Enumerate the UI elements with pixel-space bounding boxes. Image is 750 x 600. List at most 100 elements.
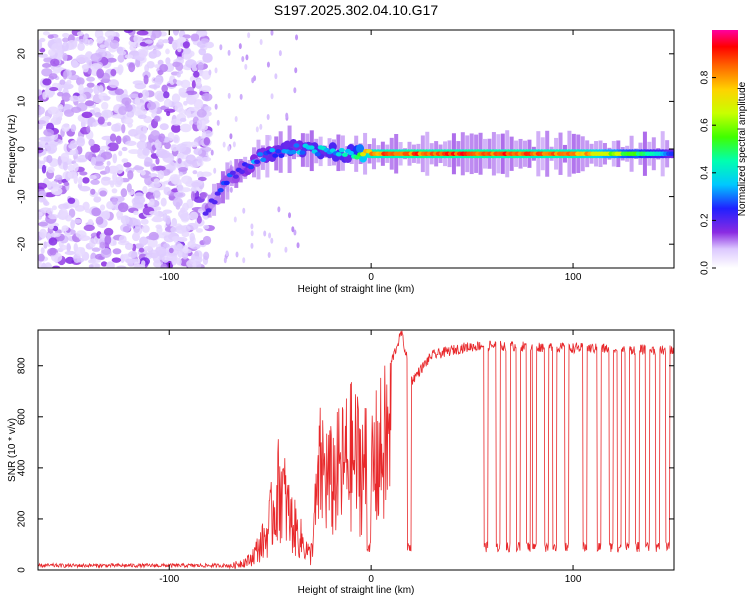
spectrogram-noise xyxy=(62,32,70,38)
spectrogram-noise xyxy=(101,176,111,181)
spectrogram-noise xyxy=(68,208,76,218)
spectrogram-noise xyxy=(65,256,75,264)
spectrogram-noise xyxy=(167,131,175,141)
spectrogram-noise xyxy=(219,44,223,51)
spectrogram-noise xyxy=(222,141,226,148)
spectrogram-noise xyxy=(111,123,121,132)
spectrogram-ridge-core xyxy=(668,151,674,156)
spectrogram-noise xyxy=(183,100,188,106)
spectrogram-noise xyxy=(197,158,202,164)
spectrogram-noise xyxy=(66,79,72,85)
spectrogram-noise xyxy=(152,165,164,171)
spectrogram-noise xyxy=(244,63,248,70)
spectrogram-noise xyxy=(163,98,172,108)
spectrogram-noise xyxy=(82,63,89,73)
snr-frame xyxy=(37,329,675,571)
spectrogram-noise xyxy=(160,263,168,268)
snr-x-ticks: -100 0 100 xyxy=(159,330,582,585)
spectrogram-noise xyxy=(96,68,105,79)
spectrogram-noise xyxy=(134,97,141,105)
spectrogram-noise xyxy=(203,224,210,230)
spectrogram-noise xyxy=(140,260,146,267)
spectrogram-noise xyxy=(62,103,71,110)
spectrogram-noise xyxy=(247,32,251,39)
spectrogram-ridge-core xyxy=(338,148,345,153)
spectrogram-noise xyxy=(38,259,42,268)
spectrogram-noise xyxy=(107,35,114,41)
spectrogram-noise xyxy=(147,237,158,248)
spectrogram-noise xyxy=(61,92,71,102)
spectrogram-noise xyxy=(204,105,212,112)
spectrogram-noise xyxy=(77,95,84,101)
spectrogram-noise xyxy=(179,91,189,98)
spectrogram-noise xyxy=(126,183,132,193)
spectrogram-noise xyxy=(235,251,239,258)
spectrogram-noise xyxy=(41,164,47,174)
spectrogram-noise xyxy=(152,215,162,222)
spectrogram-noise xyxy=(62,161,68,171)
spectrogram-noise xyxy=(154,115,161,122)
spectrogram-noise xyxy=(133,195,146,205)
spectrogram-noise xyxy=(92,122,98,127)
spectrogram-noise xyxy=(82,177,90,184)
spectrogram-noise xyxy=(70,106,82,113)
spectrogram-ridge-core xyxy=(360,151,367,157)
spectrogram-noise xyxy=(96,37,104,44)
spectrogram-ridge-core xyxy=(314,152,321,157)
spectrogram-noise xyxy=(172,30,180,36)
spectrogram-noise xyxy=(51,187,63,196)
spectrogram-noise xyxy=(108,79,119,89)
spectrogram-ridge-core xyxy=(248,164,255,170)
spectrogram-noise xyxy=(293,87,297,94)
spectrogram-noise xyxy=(203,251,210,261)
spectrogram-ridge-core xyxy=(217,187,224,193)
spectrogram-noise xyxy=(137,92,143,99)
spectrogram-noise xyxy=(193,98,204,109)
spectrogram-noise xyxy=(104,165,111,174)
spectrogram-noise xyxy=(121,146,128,152)
spectrogram-noise xyxy=(78,84,84,94)
spectrogram-noise xyxy=(214,103,218,110)
spectrogram-noise xyxy=(284,246,288,253)
spectrogram-noise xyxy=(250,223,254,230)
spectrogram-noise xyxy=(159,64,169,73)
spectrogram-noise xyxy=(178,171,184,177)
spectrogram-noise xyxy=(125,258,137,264)
spectrogram-noise xyxy=(38,53,48,58)
spectrogram-noise xyxy=(60,152,70,162)
spectrogram-noise xyxy=(95,216,104,225)
spectrogram-noise xyxy=(93,156,104,162)
spectrogram-noise xyxy=(38,106,45,116)
spectrogram-ridge-core xyxy=(229,170,236,176)
spectrogram-noise xyxy=(193,70,200,78)
spectrogram-ridge-core xyxy=(232,174,239,179)
spectrogram-noise xyxy=(278,50,282,57)
spectrogram-x-ticks: -100 0 100 xyxy=(159,30,582,283)
spectrogram-noise xyxy=(118,50,127,56)
spectrogram-noise xyxy=(55,117,61,124)
spectrogram-noise xyxy=(52,225,59,232)
colorbar-label: Normalized spectral amplitude xyxy=(737,81,748,216)
spectrogram-noise xyxy=(90,52,102,62)
spectrogram-noise xyxy=(197,135,202,146)
spectrogram-ridge-core xyxy=(308,145,315,150)
spectrogram-noise xyxy=(202,53,213,63)
spectrogram-noise xyxy=(91,207,102,217)
spectrogram-noise xyxy=(129,44,137,52)
spectrogram-noise xyxy=(270,30,274,36)
spectrogram-noise xyxy=(146,60,155,69)
spectrogram-noise xyxy=(204,41,215,49)
spectrogram-noise xyxy=(274,73,278,80)
spectrogram-noise xyxy=(223,257,227,264)
spectrogram-noise xyxy=(79,185,91,192)
spectrogram-noise xyxy=(192,170,198,175)
spectrogram-noise xyxy=(93,196,102,203)
spectrogram-noise xyxy=(200,171,212,177)
spectrogram-ridge xyxy=(356,144,365,154)
spectrogram-noise xyxy=(59,244,68,251)
spectrogram-ridge-core xyxy=(272,153,279,158)
snr-panel: -100 0 100 0 200 400 600 800 Height of straigh… xyxy=(7,329,675,596)
spectrogram-noise xyxy=(149,210,158,215)
spectrogram-noise xyxy=(124,54,134,59)
